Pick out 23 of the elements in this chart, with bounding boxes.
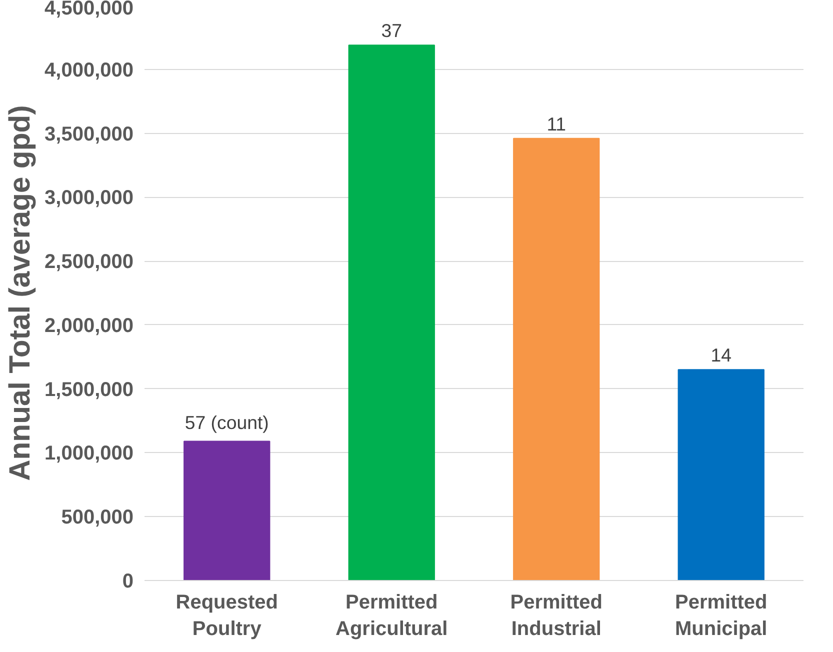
x-tick-label: Permitted Industrial bbox=[510, 592, 602, 640]
bar bbox=[678, 369, 764, 580]
x-tick-label: Permitted Agricultural bbox=[336, 592, 448, 640]
y-tick-label: 2,000,000 bbox=[44, 314, 134, 337]
annotation: 57 (count) bbox=[184, 412, 269, 434]
y-tick-label: 500,000 bbox=[61, 506, 134, 529]
y-tick-label: 1,500,000 bbox=[44, 378, 134, 401]
y-tick-label: 1,000,000 bbox=[44, 442, 134, 465]
bar bbox=[348, 44, 435, 580]
y-tick-label: 4,000,000 bbox=[44, 59, 134, 82]
y-tick-label: 4,500,000 bbox=[44, 0, 134, 20]
y-axis-title: Annual Total (average gpd) bbox=[4, 105, 37, 481]
annotation: 37 bbox=[381, 20, 402, 42]
y-tick-label: 3,500,000 bbox=[44, 123, 134, 146]
annotation: 14 bbox=[710, 344, 732, 366]
y-tick-label: 0 bbox=[122, 570, 134, 592]
y-tick-label: 3,000,000 bbox=[44, 187, 134, 210]
y-tick-label: 2,500,000 bbox=[44, 251, 134, 274]
bar bbox=[184, 440, 270, 580]
annotation: 11 bbox=[546, 113, 566, 134]
x-tick-label: Requested Poultry bbox=[176, 592, 278, 640]
bar bbox=[513, 138, 600, 580]
x-tick-label: Permitted Municipal bbox=[675, 592, 768, 640]
